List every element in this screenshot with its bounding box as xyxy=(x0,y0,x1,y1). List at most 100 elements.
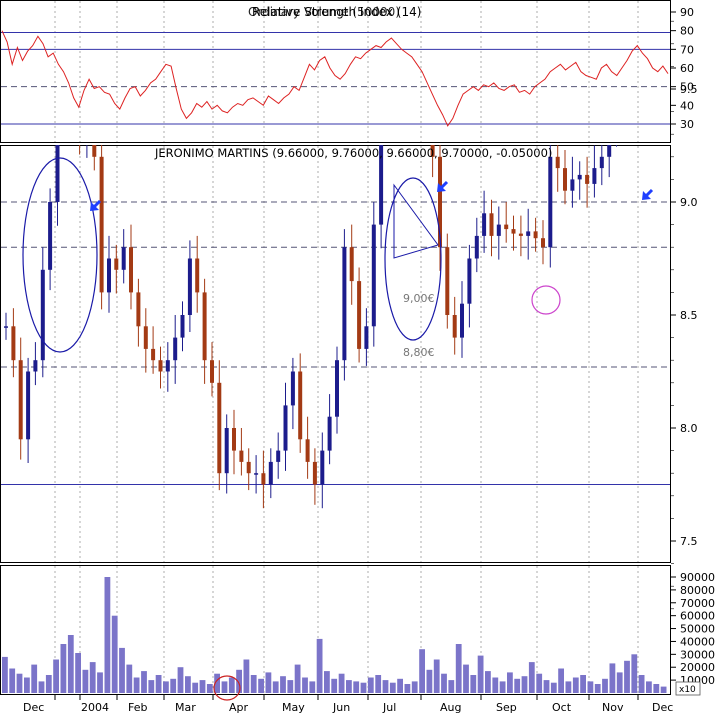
price-bar-body xyxy=(48,202,53,270)
volume-tick-label: 90000 xyxy=(680,571,715,584)
volume-bar xyxy=(221,681,228,693)
x-tick-label: Sep xyxy=(496,701,517,714)
price-tick-label: 7.5 xyxy=(680,535,698,548)
volume-bar xyxy=(528,662,535,693)
price-bar-body xyxy=(570,179,575,191)
price-bar-body xyxy=(298,371,303,440)
volume-bar xyxy=(302,677,308,693)
volume-bar xyxy=(338,673,345,693)
highlight-circle xyxy=(531,285,561,315)
price-bar-body xyxy=(239,450,244,462)
volume-bar xyxy=(521,676,528,693)
x-tick-label: Mar xyxy=(175,701,196,714)
price-bar-body xyxy=(585,174,590,184)
price-bar-body xyxy=(92,145,97,157)
volume-bar xyxy=(97,672,103,693)
price-bar-body xyxy=(320,450,325,485)
price-bar-body xyxy=(460,303,464,338)
rsi-tick-label: 70 xyxy=(680,43,694,56)
price-bar-body xyxy=(563,168,567,191)
volume-bar xyxy=(258,678,264,693)
x-tick-label: Aug xyxy=(440,701,461,714)
volume-bar xyxy=(9,668,16,693)
volume-bar xyxy=(433,659,440,693)
price-tick-label: 8.5 xyxy=(680,309,698,322)
price-bar-body xyxy=(4,326,8,328)
price-bar-body xyxy=(158,360,163,372)
volume-bar xyxy=(126,664,133,693)
volume-bar xyxy=(119,647,125,693)
price-panel xyxy=(0,145,671,563)
price-bar-body xyxy=(99,156,104,293)
volume-bar xyxy=(353,681,360,693)
price-bar-body xyxy=(379,145,384,225)
flag-pattern-triangle xyxy=(393,183,439,259)
volume-bar xyxy=(272,681,279,693)
price-title: JERONIMO MARTINS (9.66000, 9.76000, 9.66… xyxy=(154,146,552,160)
price-tick-label: 9.5 xyxy=(680,83,698,96)
rsi-tick-label: 80 xyxy=(680,25,694,38)
price-bar-body xyxy=(107,258,111,293)
volume-bar xyxy=(382,680,389,693)
price-bar-body xyxy=(195,258,200,293)
x-tick-label: Jun xyxy=(332,701,350,714)
volume-bar xyxy=(360,682,367,693)
volume-bar xyxy=(543,680,550,693)
price-bar-body xyxy=(55,145,60,202)
volume-bar xyxy=(177,667,184,693)
price-bar-body xyxy=(518,233,523,236)
volume-bar xyxy=(243,659,250,693)
price-bar-body xyxy=(430,145,435,157)
volume-bar xyxy=(148,680,155,693)
rsi-series-line xyxy=(1,30,669,127)
price-bar-body xyxy=(305,439,310,462)
volume-bar xyxy=(89,662,96,693)
volume-bar xyxy=(492,677,499,693)
volume-bar xyxy=(514,678,521,693)
volume-bar xyxy=(375,675,382,693)
volume-tick-label: 60000 xyxy=(680,610,715,623)
volume-bar xyxy=(280,676,286,693)
volume-bar xyxy=(346,680,352,693)
x-tick-label: Nov xyxy=(602,701,624,714)
volume-bar xyxy=(550,682,557,693)
volume-bar xyxy=(60,644,67,693)
x-tick-label: Jul xyxy=(382,701,396,714)
price-bar-body xyxy=(342,247,347,361)
price-bar-body xyxy=(533,231,538,239)
price-bar-body xyxy=(489,213,494,236)
volume-bar xyxy=(228,677,235,693)
volume-bar xyxy=(38,681,45,693)
volume-bar xyxy=(565,681,572,693)
highlight-ellipse xyxy=(384,177,442,341)
x-tick-label: 2004 xyxy=(81,701,109,714)
volume-bar xyxy=(602,678,608,693)
down-left-arrow-icon xyxy=(642,188,654,200)
rsi-tick-label: 40 xyxy=(680,99,694,112)
price-bar-body xyxy=(555,156,560,169)
price-bar-body xyxy=(548,156,553,248)
volume-bar xyxy=(111,615,118,693)
volume-multiplier-box xyxy=(675,681,701,696)
price-bar-body xyxy=(276,450,281,462)
volume-bar xyxy=(75,653,81,693)
price-bar-body xyxy=(445,247,450,315)
volume-bar xyxy=(192,682,199,693)
price-bar-body xyxy=(364,326,369,349)
volume-bar xyxy=(287,680,294,693)
rsi-tick-label: 30 xyxy=(680,118,694,131)
volume-bar xyxy=(206,684,213,693)
price-bar-body xyxy=(452,315,457,338)
price-bar-body xyxy=(165,360,170,372)
price-bar-body xyxy=(438,156,442,248)
volume-bar xyxy=(653,684,660,693)
x-tick-label: Dec xyxy=(652,701,673,714)
price-bar-body xyxy=(357,281,362,349)
volume-bar xyxy=(660,686,667,693)
price-bar-body xyxy=(217,382,222,474)
price-tick-label: 8.0 xyxy=(680,422,698,435)
price-bar-body xyxy=(151,348,156,361)
price-bar-body xyxy=(474,235,479,259)
price-bar-body xyxy=(283,405,288,451)
